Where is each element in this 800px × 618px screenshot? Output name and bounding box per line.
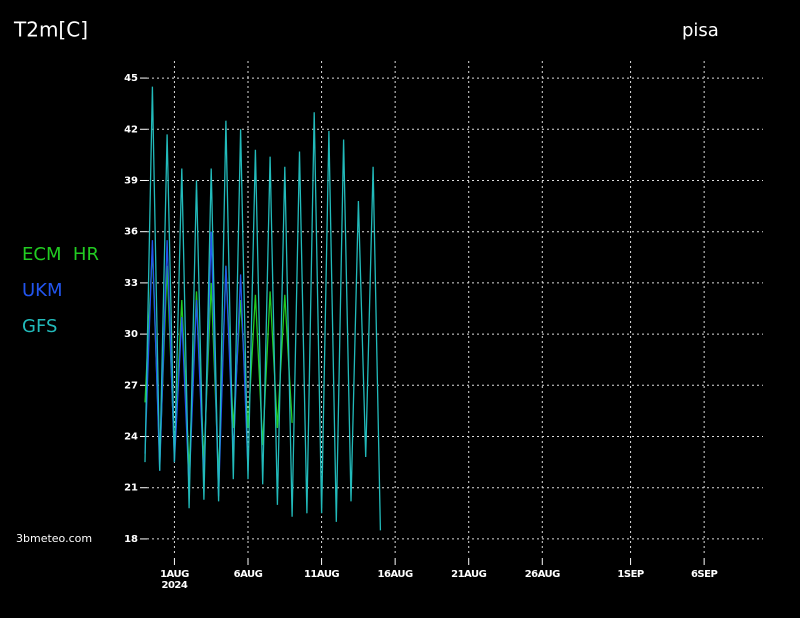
source-label: 3bmeteo.com (16, 532, 92, 545)
y-tick-label: 33 (124, 278, 138, 289)
y-tick-label: 36 (124, 227, 138, 238)
x-tick-label: 1AUG (160, 569, 189, 580)
chart-title: T2m[C] (13, 18, 88, 42)
legend-label: ECM HR (22, 244, 99, 265)
x-tick-label: 21AUG (451, 569, 486, 580)
series-line (144, 86, 382, 531)
x-year-label: 2024 (162, 580, 188, 591)
x-tick-label: 1SEP (617, 569, 643, 580)
legend-label: GFS (22, 316, 57, 337)
y-tick-label: 27 (124, 380, 138, 391)
x-tick-label: 11AUG (304, 569, 339, 580)
x-tick-label: 16AUG (378, 569, 413, 580)
legend-label: UKM (22, 280, 63, 301)
y-tick-label: 21 (124, 483, 138, 494)
y-tick-label: 24 (124, 432, 138, 443)
x-tick-label: 26AUG (525, 569, 560, 580)
y-tick-label: 18 (124, 534, 138, 545)
y-tick-label: 45 (124, 73, 138, 84)
y-tick-label: 42 (124, 124, 138, 135)
y-tick-label: 30 (124, 329, 138, 340)
location-label: pisa (682, 20, 719, 41)
x-tick-label: 6SEP (691, 569, 717, 580)
x-tick-label: 6AUG (234, 569, 263, 580)
y-tick-label: 39 (124, 175, 138, 186)
